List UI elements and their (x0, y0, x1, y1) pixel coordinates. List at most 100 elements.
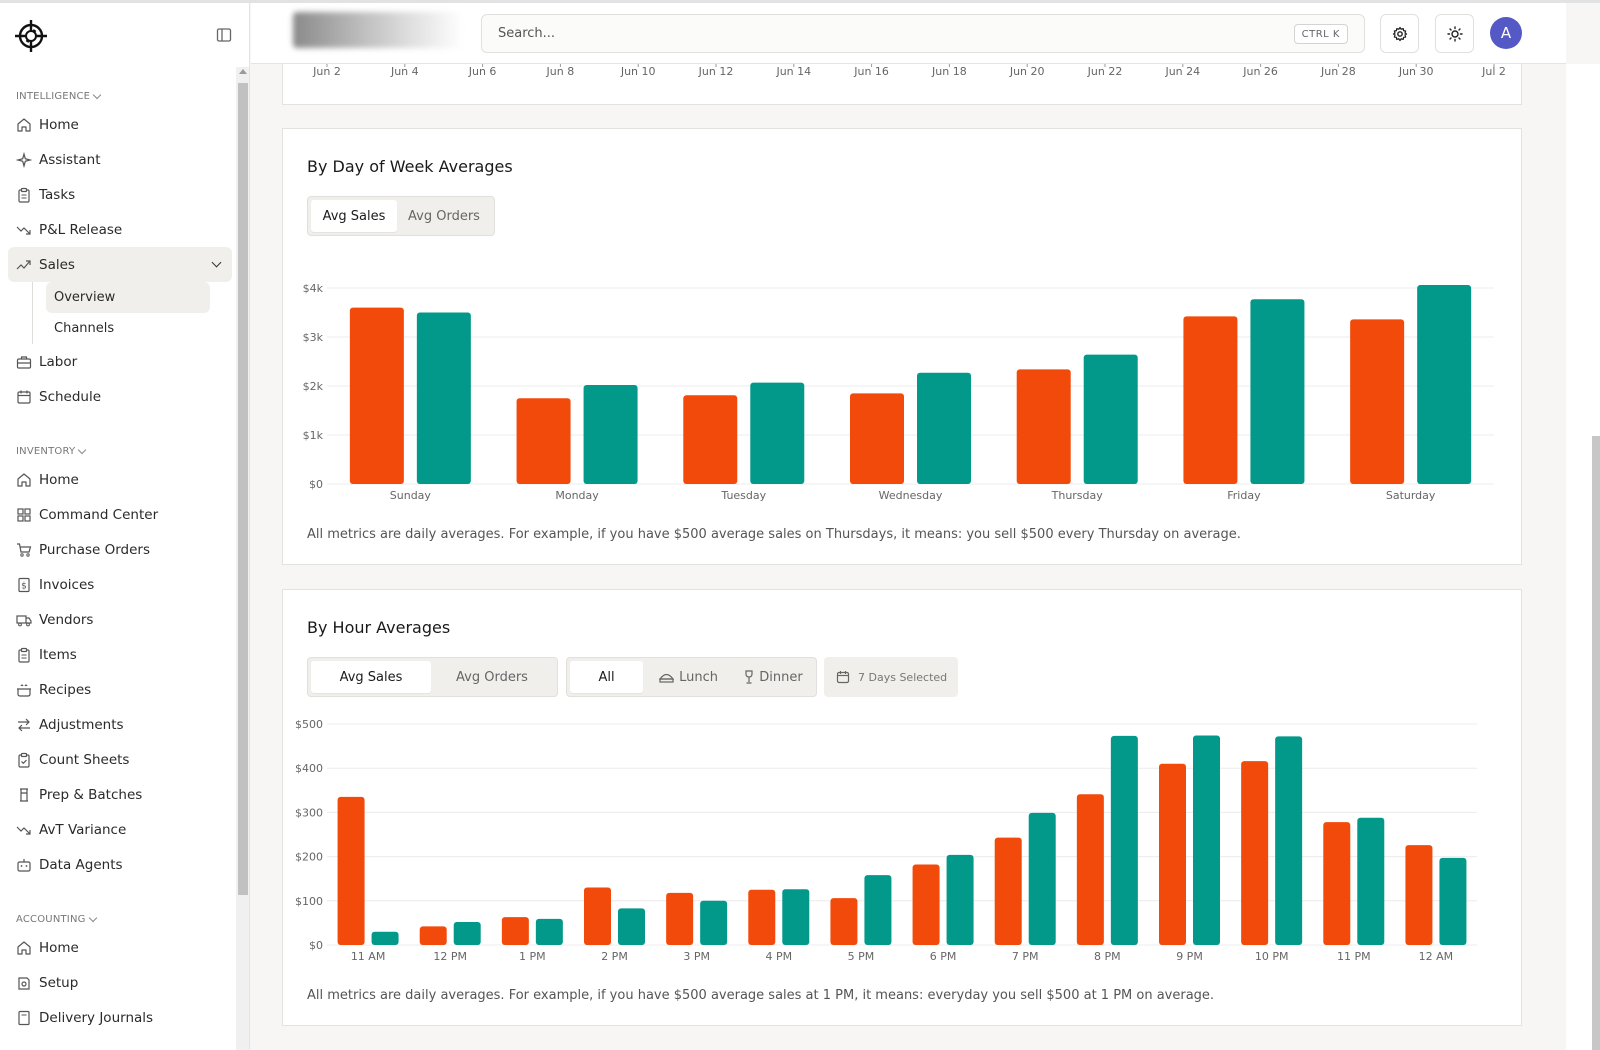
bar-series-1-6-pm[interactable] (912, 864, 940, 945)
bar-series-2-11-pm[interactable] (1357, 817, 1385, 945)
sidebar-scroll-thumb[interactable] (238, 83, 248, 895)
bar-series-1-thursday[interactable] (1016, 369, 1071, 484)
bar-series-1-friday[interactable] (1183, 316, 1238, 484)
bar-series-2-8-pm[interactable] (1110, 735, 1138, 945)
sidebar-item-inventory-adjustments[interactable]: Adjustments (8, 707, 232, 742)
sidebar-scrollbar[interactable] (236, 67, 249, 1050)
dow-avg-orders-tab[interactable]: Avg Orders (408, 208, 480, 224)
bar-series-2-6-pm[interactable] (946, 854, 974, 945)
bar-series-1-3-pm[interactable] (666, 892, 694, 945)
sidebar-item-intelligence-schedule[interactable]: Schedule (8, 379, 232, 414)
bar-series-1-4-pm[interactable] (748, 889, 776, 945)
x-tick-label: 11 PM (1337, 950, 1371, 963)
bar-series-1-5-pm[interactable] (830, 898, 858, 945)
sidebar-item-inventory-data-agents[interactable]: Data Agents (8, 847, 232, 882)
page-scrollbar[interactable] (1566, 64, 1600, 1050)
bar-series-1-1-pm[interactable] (501, 917, 529, 945)
sidebar-toggle-icon[interactable] (216, 27, 232, 43)
sidebar-item-intelligence-home[interactable]: Home (8, 107, 232, 142)
trend-up-icon (16, 259, 31, 269)
sidebar-item-intelligence-labor[interactable]: Labor (8, 344, 232, 379)
bar-series-1-tuesday[interactable] (683, 395, 738, 484)
page-scroll-thumb[interactable] (1592, 436, 1600, 1050)
bar-series-2-saturday[interactable] (1417, 285, 1472, 484)
sidebar-item-intelligence-pandl-release[interactable]: P&L Release (8, 212, 232, 247)
x-tick-label: Friday (1227, 489, 1261, 502)
sidebar-item-inventory-prep-and-batches[interactable]: Prep & Batches (8, 777, 232, 812)
dow-avg-sales-tab[interactable]: Avg Sales (311, 200, 397, 232)
bar-series-1-sunday[interactable] (349, 307, 404, 484)
meal-lunch-tab[interactable]: Lunch (643, 661, 734, 693)
x-tick-label: 4 PM (765, 950, 792, 963)
sidebar-item-inventory-vendors[interactable]: Vendors (8, 602, 232, 637)
bar-series-2-monday[interactable] (583, 385, 638, 484)
bar-series-1-monday[interactable] (516, 398, 571, 484)
bar-series-1-11-pm[interactable] (1323, 822, 1351, 945)
bar-series-2-5-pm[interactable] (864, 875, 892, 945)
bar-series-2-2-pm[interactable] (618, 908, 645, 945)
bar-series-1-wednesday[interactable] (850, 393, 904, 484)
sidebar-subitem-channels[interactable]: Channels (54, 321, 115, 336)
sidebar-item-inventory-invoices[interactable]: $ Invoices (8, 567, 232, 602)
dow-metric-toggle: Avg Sales Avg Orders (307, 196, 495, 236)
bar-series-2-sunday[interactable] (416, 312, 471, 485)
y-tick-label: $500 (295, 718, 323, 731)
bar-series-2-1-pm[interactable] (535, 918, 563, 945)
date-range-picker[interactable]: 7 Days Selected (824, 657, 958, 697)
meal-dinner-tab[interactable]: Dinner (734, 661, 813, 693)
sidebar-item-accounting-delivery-journals[interactable]: Delivery Journals (8, 1000, 232, 1035)
bar-series-1-2-pm[interactable] (584, 887, 611, 945)
section-header-intelligence[interactable]: INTELLIGENCE (8, 85, 232, 107)
bar-series-1-8-pm[interactable] (1076, 794, 1104, 945)
sidebar-item-accounting-setup[interactable]: Setup (8, 965, 232, 1000)
bar-series-1-12-am[interactable] (1405, 845, 1433, 945)
sidebar-item-inventory-avt-variance[interactable]: AvT Variance (8, 812, 232, 847)
sidebar-item-inventory-home[interactable]: Home (8, 462, 232, 497)
bar-series-1-saturday[interactable] (1350, 319, 1405, 484)
bar-series-2-9-pm[interactable] (1193, 735, 1220, 945)
bar-series-1-11-am[interactable] (337, 796, 365, 945)
bar-series-2-tuesday[interactable] (750, 382, 805, 484)
sidebar-item-inventory-items[interactable]: Items (8, 637, 232, 672)
sidebar-item-inventory-purchase-orders[interactable]: Purchase Orders (8, 532, 232, 567)
sidebar-item-intelligence-sales[interactable]: Sales (8, 247, 232, 282)
bar-series-1-9-pm[interactable] (1159, 763, 1186, 945)
sidebar-item-intelligence-tasks[interactable]: Tasks (8, 177, 232, 212)
hour-avg-orders-tab[interactable]: Avg Orders (456, 669, 528, 685)
chevron-down-icon[interactable] (211, 257, 222, 268)
bar-series-2-12-pm[interactable] (453, 922, 481, 945)
settings-button[interactable] (1380, 14, 1419, 53)
sidebar-item-intelligence-assistant[interactable]: Assistant (8, 142, 232, 177)
meal-all-tab[interactable]: All (570, 661, 644, 693)
section-title: INTELLIGENCE (16, 90, 91, 102)
brand-logo[interactable] (14, 19, 48, 53)
bar-series-2-3-pm[interactable] (700, 900, 728, 945)
bar-series-2-4-pm[interactable] (782, 889, 810, 945)
section-header-accounting[interactable]: ACCOUNTING (8, 908, 232, 930)
sidebar-item-inventory-count-sheets[interactable]: Count Sheets (8, 742, 232, 777)
bar-series-2-friday[interactable] (1250, 299, 1305, 484)
sidebar-item-inventory-command-center[interactable]: Command Center (8, 497, 232, 532)
section-header-inventory[interactable]: INVENTORY (8, 440, 232, 462)
scroll-up-arrow-icon[interactable] (239, 69, 247, 74)
cart-icon (17, 542, 32, 557)
theme-toggle-button[interactable] (1435, 14, 1474, 53)
sidebar-item-inventory-recipes[interactable]: Recipes (8, 672, 232, 707)
sidebar-subitem-overview[interactable]: Overview (46, 282, 210, 313)
hour-avg-sales-tab[interactable]: Avg Sales (311, 661, 431, 693)
bar-series-1-10-pm[interactable] (1241, 761, 1269, 945)
bar-series-2-11-am[interactable] (371, 931, 399, 945)
setup-icon (18, 976, 30, 990)
user-avatar[interactable]: A (1490, 17, 1522, 49)
bar-series-1-12-pm[interactable] (419, 926, 447, 945)
sales-subnav: Overview Channels (8, 282, 232, 344)
bar-series-2-12-am[interactable] (1439, 857, 1467, 945)
bar-series-2-10-pm[interactable] (1275, 736, 1303, 945)
sidebar-item-accounting-home[interactable]: Home (8, 930, 232, 965)
bar-series-2-thursday[interactable] (1083, 354, 1138, 484)
search-input[interactable]: Search... CTRL K (481, 14, 1365, 53)
date-tick-label: Jun 12 (698, 65, 734, 78)
bar-series-1-7-pm[interactable] (994, 837, 1022, 945)
bar-series-2-wednesday[interactable] (917, 372, 971, 484)
bar-series-2-7-pm[interactable] (1028, 812, 1056, 945)
